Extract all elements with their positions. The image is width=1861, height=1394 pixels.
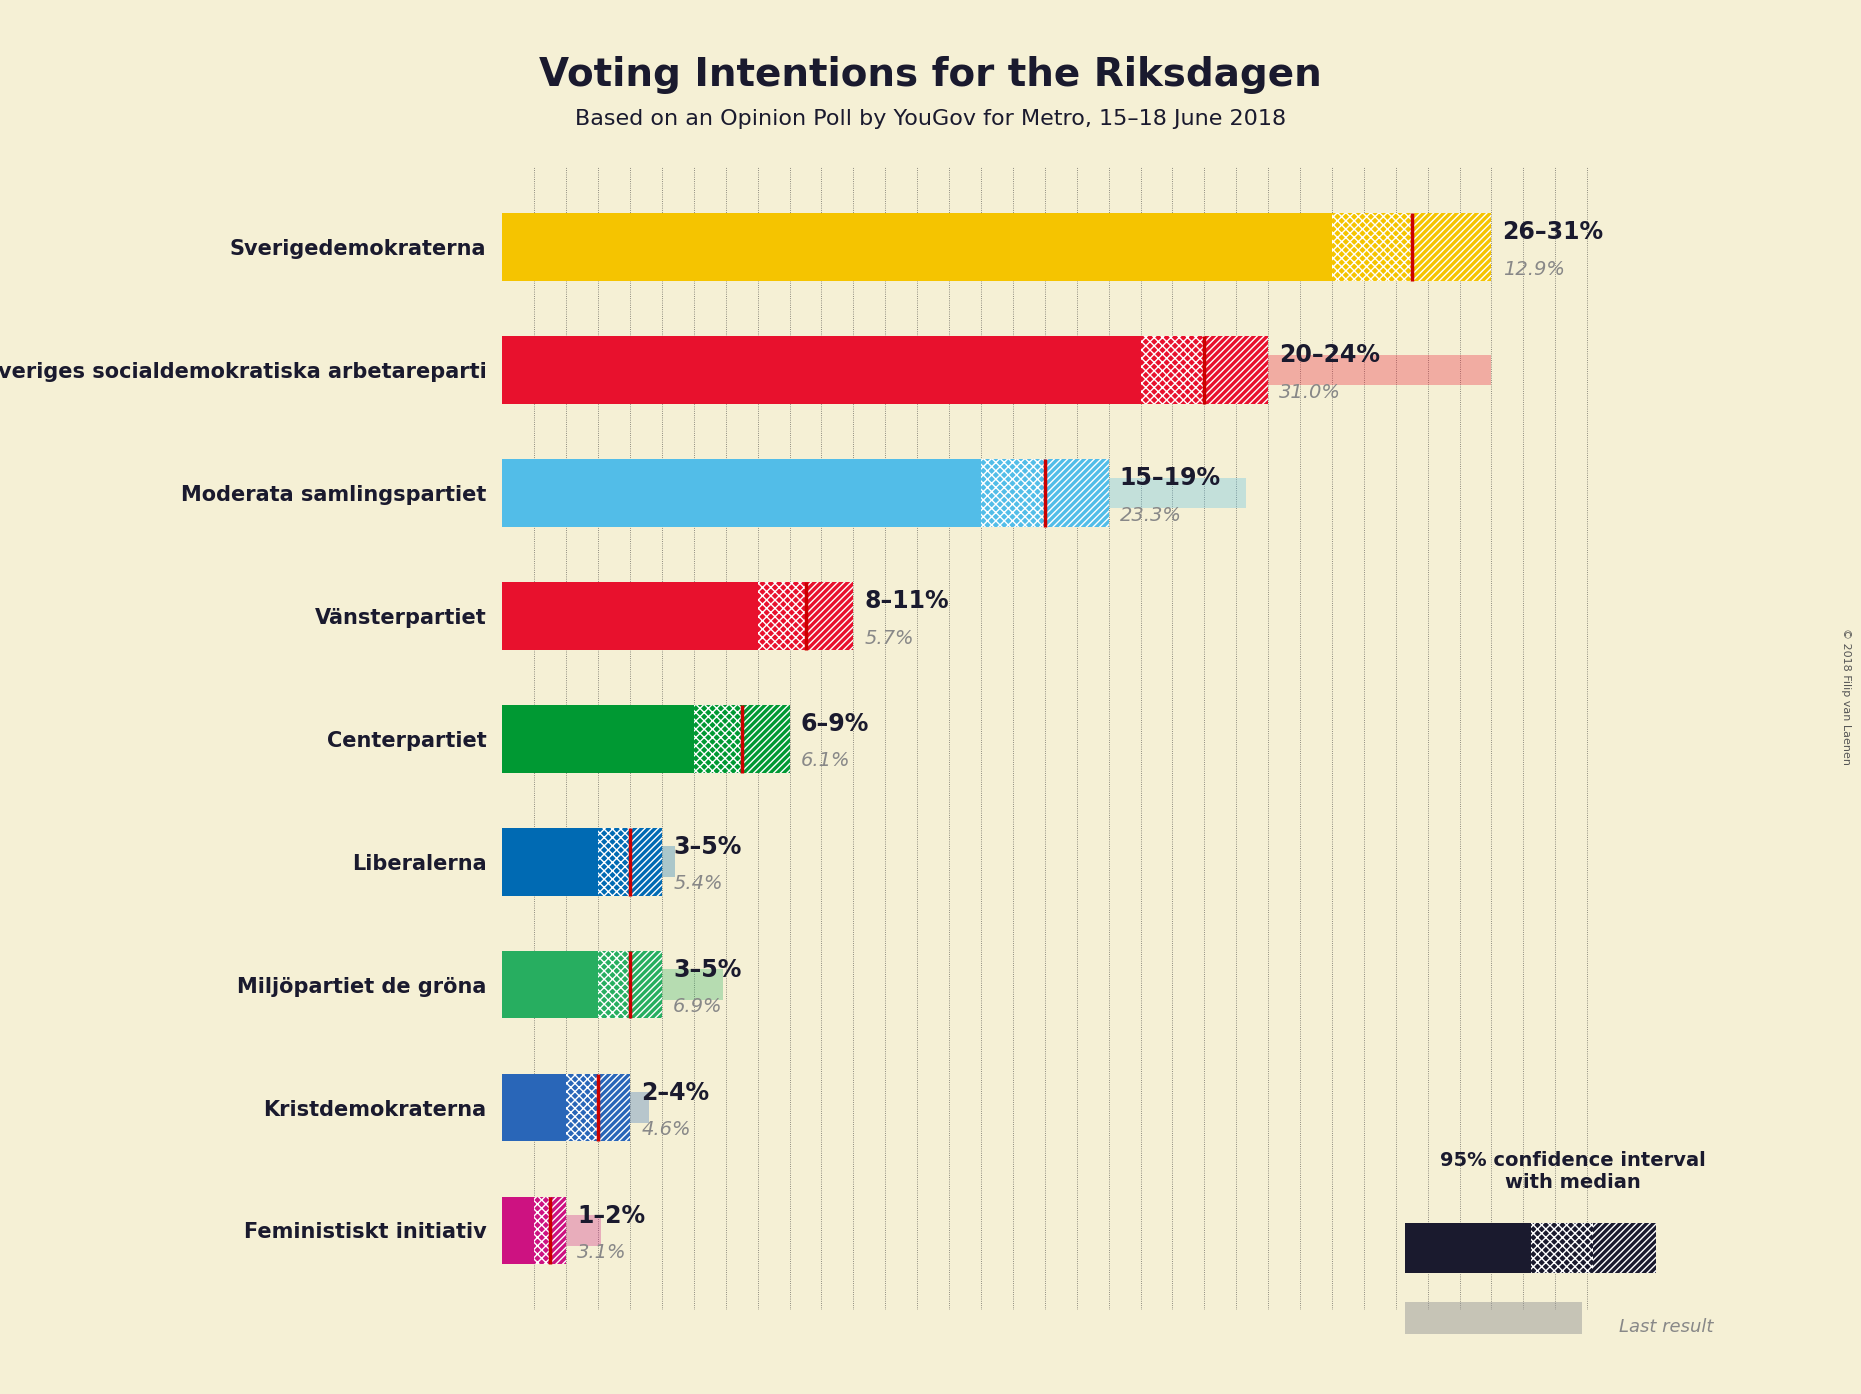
Bar [1405, 1302, 1582, 1334]
Text: 1–2%: 1–2% [577, 1203, 646, 1228]
Text: 20–24%: 20–24% [1279, 343, 1381, 368]
Bar [631, 828, 663, 895]
Bar [806, 583, 854, 650]
Bar [1532, 1223, 1593, 1273]
Bar [534, 1196, 551, 1264]
Bar [502, 1216, 601, 1246]
Bar [757, 583, 806, 650]
Bar [502, 601, 685, 631]
Text: Voting Intentions for the Riksdagen: Voting Intentions for the Riksdagen [540, 56, 1321, 93]
Bar [1204, 336, 1267, 404]
Bar [1044, 459, 1109, 527]
Bar [502, 583, 854, 650]
Text: 23.3%: 23.3% [1120, 506, 1182, 524]
Bar [1593, 1223, 1656, 1273]
Text: 6.1%: 6.1% [800, 751, 850, 771]
Bar [694, 705, 743, 772]
Bar [597, 828, 631, 895]
Bar [551, 1196, 566, 1264]
Bar [502, 951, 663, 1019]
Bar [566, 1073, 597, 1142]
Bar [743, 705, 789, 772]
Text: 3–5%: 3–5% [674, 835, 741, 859]
Text: 12.9%: 12.9% [1502, 259, 1565, 279]
Bar [502, 336, 1267, 404]
Bar [1405, 1223, 1532, 1273]
Text: 26–31%: 26–31% [1502, 220, 1604, 244]
Bar [502, 705, 789, 772]
Text: 4.6%: 4.6% [642, 1121, 690, 1139]
Text: 95% confidence interval
with median: 95% confidence interval with median [1440, 1151, 1705, 1192]
Text: 2–4%: 2–4% [642, 1080, 709, 1105]
Text: © 2018 Filip van Laenen: © 2018 Filip van Laenen [1841, 629, 1852, 765]
Text: 31.0%: 31.0% [1279, 383, 1342, 401]
Text: 5.4%: 5.4% [674, 874, 722, 894]
Bar [502, 231, 914, 262]
Text: 3–5%: 3–5% [674, 958, 741, 981]
Bar [1141, 336, 1204, 404]
Bar [502, 1092, 649, 1124]
Bar [502, 828, 663, 895]
Bar [502, 1196, 566, 1264]
Text: Based on an Opinion Poll by YouGov for Metro, 15–18 June 2018: Based on an Opinion Poll by YouGov for M… [575, 109, 1286, 128]
Text: Last result: Last result [1619, 1319, 1714, 1335]
Bar [502, 478, 1245, 509]
Bar [502, 969, 722, 999]
Text: 6.9%: 6.9% [674, 997, 722, 1016]
Bar [502, 723, 698, 754]
Text: 15–19%: 15–19% [1120, 466, 1221, 491]
Bar [1412, 213, 1491, 282]
Text: 8–11%: 8–11% [865, 590, 949, 613]
Bar [502, 459, 1109, 527]
Text: 3.1%: 3.1% [577, 1243, 627, 1262]
Text: 5.7%: 5.7% [865, 629, 914, 648]
Bar [981, 459, 1044, 527]
Bar [1332, 213, 1412, 282]
Bar [597, 951, 631, 1019]
Bar [597, 1073, 631, 1142]
Bar [502, 213, 1491, 282]
Bar [502, 1073, 631, 1142]
Bar [502, 354, 1491, 386]
Bar [502, 846, 676, 877]
Bar [631, 951, 663, 1019]
Text: 6–9%: 6–9% [800, 712, 869, 736]
